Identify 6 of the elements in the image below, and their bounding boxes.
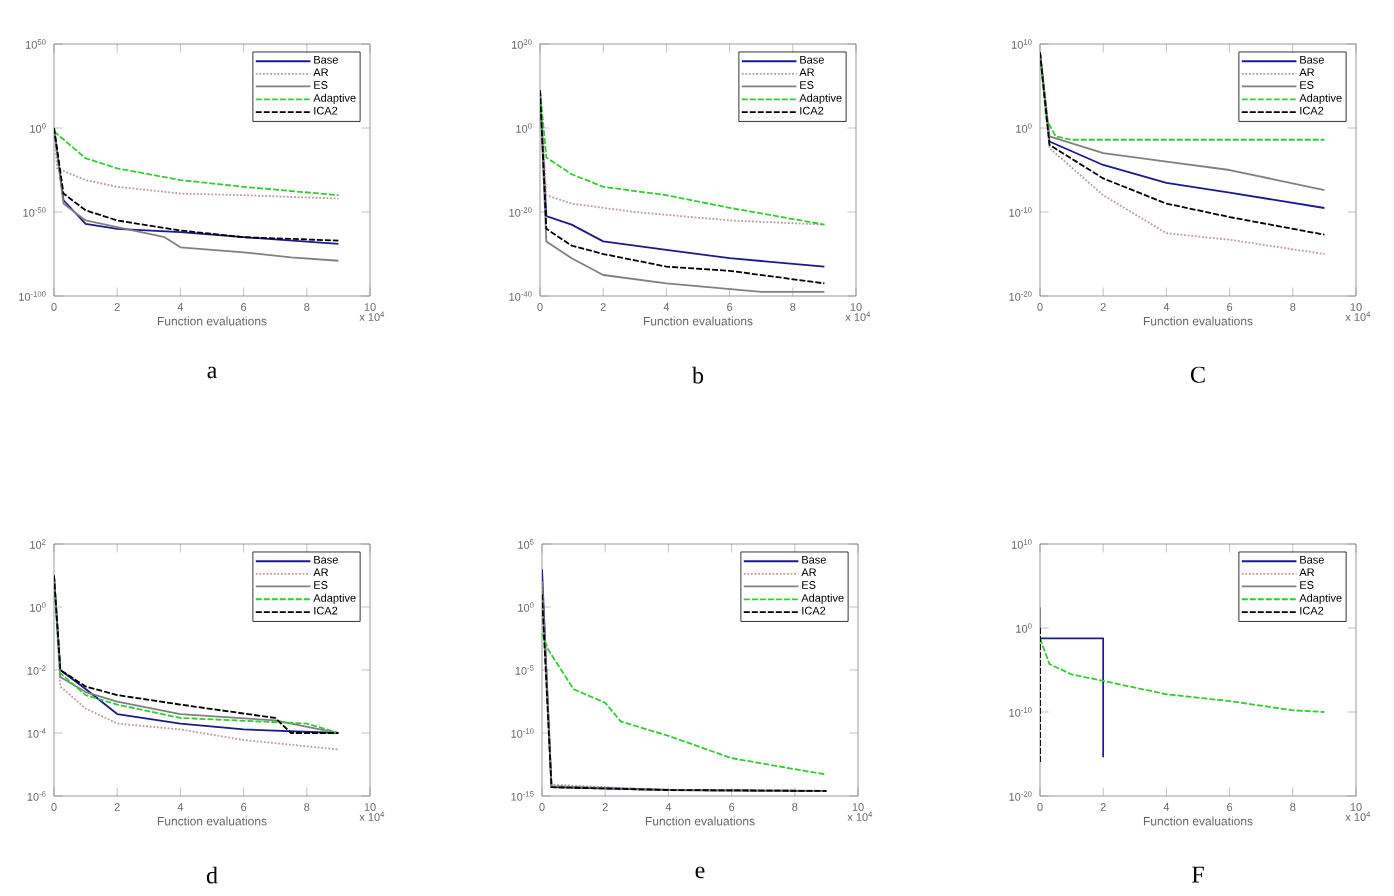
text: C (1190, 366, 1205, 383)
text: a (207, 366, 217, 379)
text: e (695, 866, 705, 879)
text: F (1192, 866, 1204, 883)
text: d (206, 866, 218, 884)
text: b (692, 366, 704, 384)
